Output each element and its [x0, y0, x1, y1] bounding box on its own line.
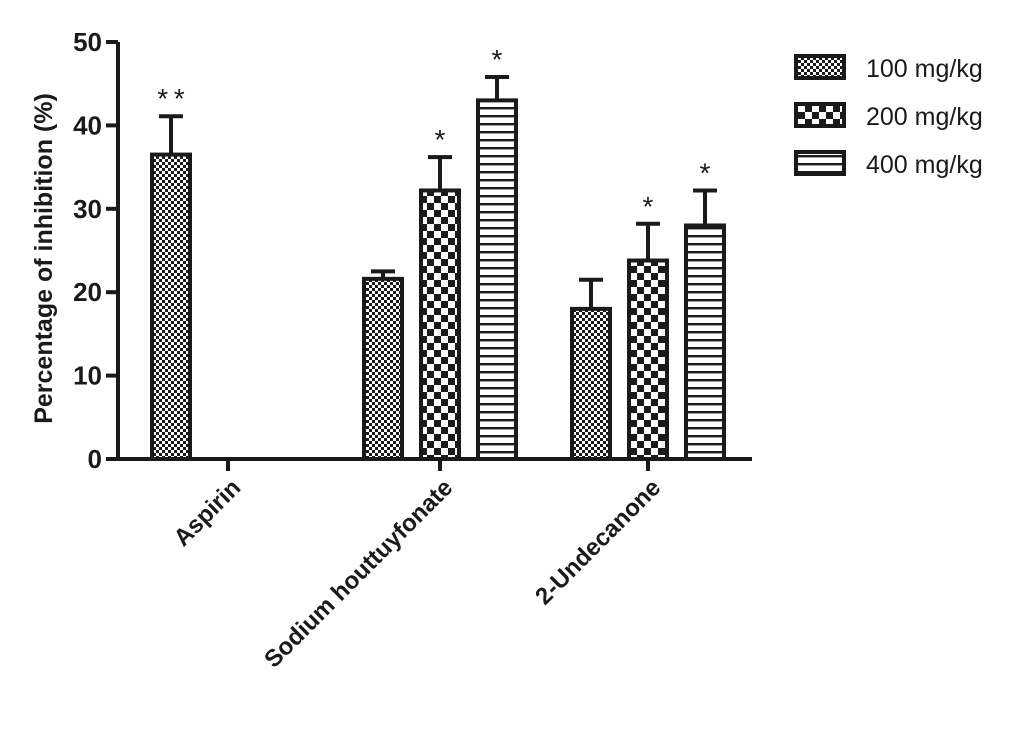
significance-marker: *: [643, 191, 654, 222]
y-tick-label: 50: [73, 27, 102, 57]
legend: 100 mg/kg 200 mg/kg 400 mg/kg: [794, 54, 983, 179]
legend-swatch: [794, 150, 846, 176]
bar: [362, 276, 404, 461]
y-tick-label: 0: [88, 444, 102, 474]
y-tick-label: 20: [73, 277, 102, 307]
significance-marker: *: [435, 124, 446, 155]
legend-swatch: [794, 102, 846, 128]
legend-label: 400 mg/kg: [866, 151, 983, 179]
x-tick-label: Aspirin: [169, 474, 247, 552]
x-tick-label: 2-Undecanone: [530, 474, 666, 610]
x-tick-label: Sodium houttuyfonate: [259, 474, 458, 673]
bar: [419, 188, 461, 461]
bar: [150, 152, 192, 461]
y-axis-label: Percentage of inhibition (%): [30, 93, 58, 424]
bar: [570, 306, 612, 461]
legend-label: 100 mg/kg: [866, 55, 983, 83]
bars-layer: * * * * * *: [150, 44, 726, 461]
significance-marker: * *: [157, 83, 185, 114]
legend-swatch: [794, 54, 846, 80]
y-tick-label: 40: [73, 110, 102, 140]
bar: [627, 258, 669, 461]
y-tick-label: 10: [73, 361, 102, 391]
significance-marker: *: [492, 44, 503, 75]
bar: [476, 98, 518, 461]
bar: [684, 223, 726, 461]
legend-label: 200 mg/kg: [866, 103, 983, 131]
significance-marker: *: [700, 157, 711, 188]
y-tick-label: 30: [73, 194, 102, 224]
